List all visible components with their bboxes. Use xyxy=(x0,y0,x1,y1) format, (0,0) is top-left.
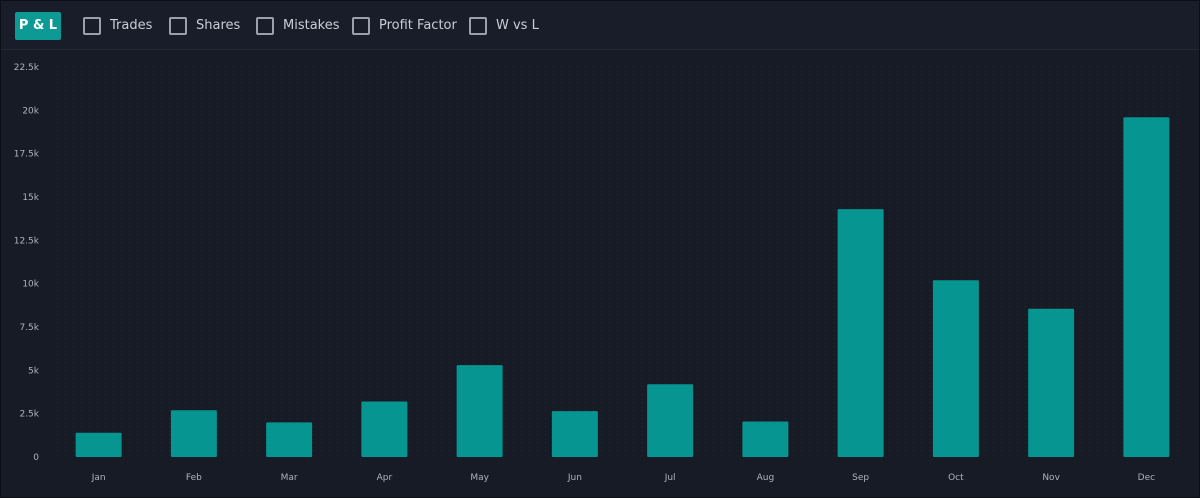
bar-oct[interactable] xyxy=(932,280,979,457)
w-vs-l-checkbox[interactable] xyxy=(469,16,487,35)
plot-grid xyxy=(51,66,1184,457)
bar-dec[interactable] xyxy=(1123,117,1170,458)
profit-factor-toggle[interactable]: Profit Factor xyxy=(352,16,457,35)
profit-factor-checkbox[interactable] xyxy=(352,16,370,35)
trades-toggle[interactable]: Trades xyxy=(83,16,152,35)
bar-jun[interactable] xyxy=(551,411,598,457)
pnl-bar-chart: 0 2.5k 5k 7.5k 10k 12.5k 15k 17.5k 20k 22.5k Jan F… xyxy=(14,63,1184,483)
x-axis: Jan Feb Mar Apr May Jun Jul Aug Sep Oct Nov Dec xyxy=(91,473,1155,483)
y-tick-label: 15k xyxy=(22,193,39,203)
trades-label: Trades xyxy=(110,18,153,33)
y-tick-label: 22.5k xyxy=(14,63,40,73)
x-tick-label: Apr xyxy=(377,473,393,483)
shares-checkbox[interactable] xyxy=(169,16,187,35)
bar-apr[interactable] xyxy=(361,401,408,457)
shares-label: Shares xyxy=(196,18,241,33)
y-tick-label: 2.5k xyxy=(19,410,39,420)
pl-tab-button[interactable]: P & L xyxy=(15,12,61,40)
w-vs-l-toggle[interactable]: W vs L xyxy=(469,16,539,35)
y-tick-label: 7.5k xyxy=(19,323,39,333)
y-tick-label: 20k xyxy=(22,106,39,116)
x-tick-label: Oct xyxy=(948,473,964,483)
bar-sep[interactable] xyxy=(837,209,884,457)
x-tick-label: Jun xyxy=(567,473,582,483)
w-vs-l-label: W vs L xyxy=(496,18,539,33)
bar-may[interactable] xyxy=(456,365,503,457)
mistakes-checkbox[interactable] xyxy=(256,16,274,35)
x-tick-label: Aug xyxy=(757,473,775,483)
metric-toolbar: P & L Trades Shares Mistakes Profit Fact… xyxy=(1,1,1199,50)
bar-feb[interactable] xyxy=(170,410,217,457)
bar-aug[interactable] xyxy=(742,421,789,457)
x-tick-label: May xyxy=(470,473,489,483)
x-tick-label: Jul xyxy=(664,473,676,483)
y-tick-label: 12.5k xyxy=(14,236,40,246)
y-tick-label: 17.5k xyxy=(14,150,40,160)
bar-series xyxy=(75,117,1170,458)
mistakes-toggle[interactable]: Mistakes xyxy=(256,16,340,35)
bar-nov[interactable] xyxy=(1028,308,1075,457)
profit-factor-label: Profit Factor xyxy=(379,18,457,33)
bar-jul[interactable] xyxy=(647,384,694,457)
y-tick-label: 10k xyxy=(22,280,39,290)
x-tick-label: Nov xyxy=(1042,473,1060,483)
x-tick-label: Feb xyxy=(186,473,202,483)
mistakes-label: Mistakes xyxy=(283,18,340,33)
y-tick-label: 0 xyxy=(33,453,39,463)
shares-toggle[interactable]: Shares xyxy=(169,16,240,35)
bar-mar[interactable] xyxy=(266,422,313,457)
x-tick-label: Mar xyxy=(281,473,298,483)
x-tick-label: Jan xyxy=(91,473,106,483)
y-tick-label: 5k xyxy=(28,366,40,376)
y-axis: 0 2.5k 5k 7.5k 10k 12.5k 15k 17.5k 20k 22.5k xyxy=(14,63,40,463)
bar-jan[interactable] xyxy=(75,432,122,457)
x-tick-label: Dec xyxy=(1138,473,1155,483)
trades-checkbox[interactable] xyxy=(83,16,101,35)
x-tick-label: Sep xyxy=(852,473,869,483)
